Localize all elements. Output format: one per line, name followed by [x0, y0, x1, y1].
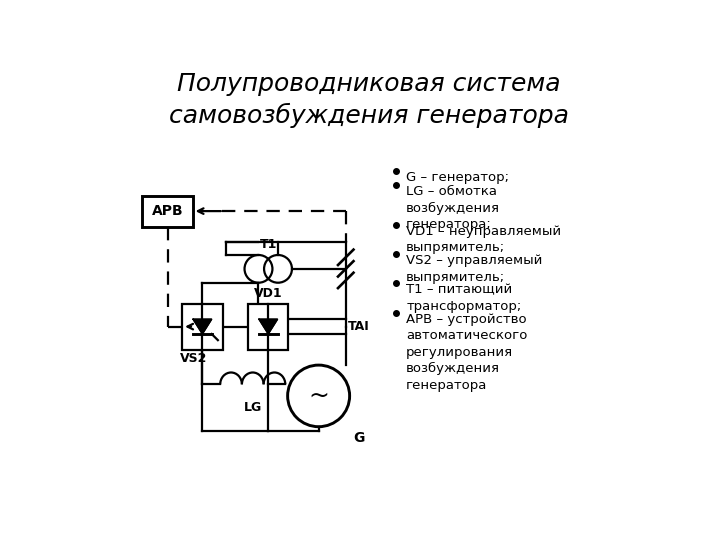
Text: ~: ~ [308, 384, 329, 408]
Text: TAI: TAI [348, 320, 370, 333]
Bar [248, 303, 289, 350]
Text: T1: T1 [260, 238, 277, 251]
Text: АРВ: АРВ [152, 204, 184, 218]
Text: АРВ – устройство
автоматического
регулирования
возбуждения
генератора: АРВ – устройство автоматического регулир… [406, 313, 528, 392]
Text: VS2 – управляемый
выпрямитель;: VS2 – управляемый выпрямитель; [406, 254, 543, 284]
Text: VD1: VD1 [254, 287, 282, 300]
Polygon shape [259, 319, 277, 334]
Text: VS2: VS2 [180, 352, 207, 365]
Text: Полупроводниковая система
самовозбуждения генератора: Полупроводниковая система самовозбуждени… [169, 72, 569, 127]
Text: G – генератор;: G – генератор; [406, 171, 509, 184]
Bar [182, 303, 222, 350]
Text: T1 – питающий
трансформатор;: T1 – питающий трансформатор; [406, 284, 521, 313]
Text: G: G [354, 430, 365, 444]
Polygon shape [193, 319, 212, 334]
Text: LG – обмотка
возбуждения
генератора;: LG – обмотка возбуждения генератора; [406, 185, 500, 231]
Bar [143, 195, 193, 226]
Text: LG: LG [243, 401, 262, 414]
Text: VD1 – неуправляемый
выпрямитель;: VD1 – неуправляемый выпрямитель; [406, 225, 562, 254]
